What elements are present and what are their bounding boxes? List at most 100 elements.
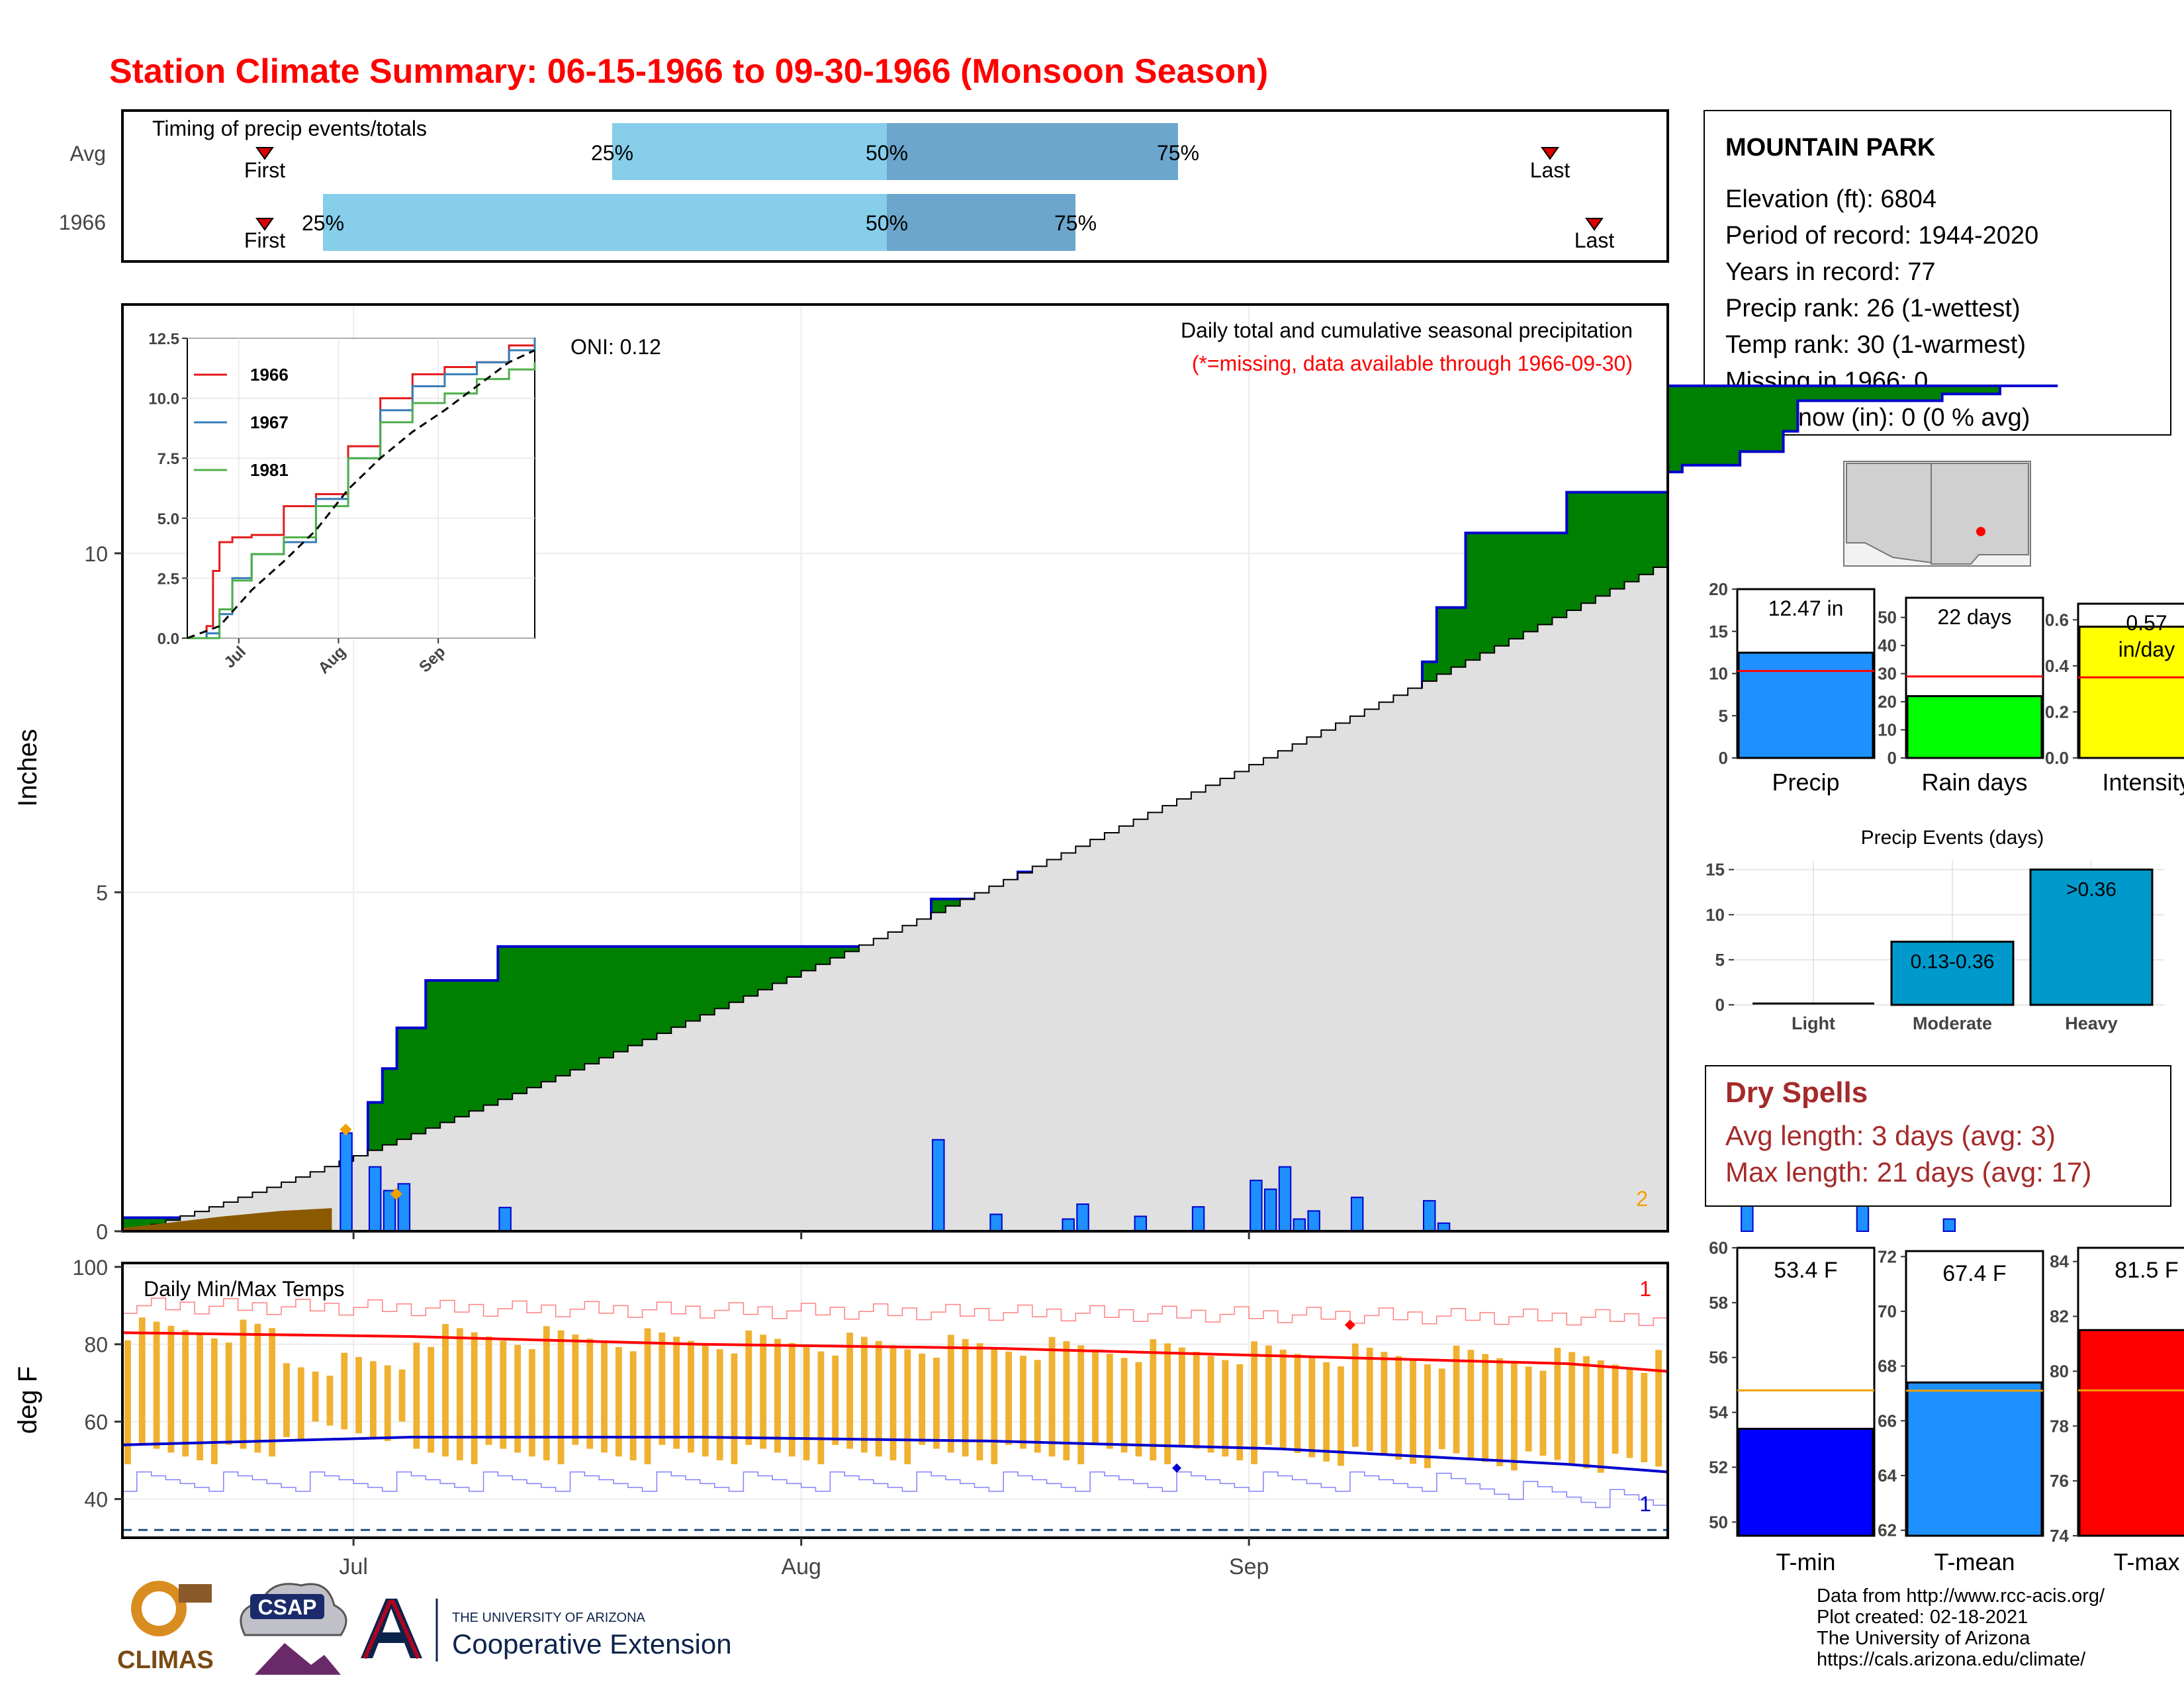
daily-temp-bar	[803, 1347, 810, 1461]
daily-temp-bar	[976, 1343, 983, 1461]
temp-summary-ytick-label: 66	[1878, 1411, 1897, 1430]
daily-temp-bar	[1150, 1339, 1157, 1461]
daily-temp-bar	[485, 1336, 492, 1445]
temperature-summary-bars: 50 52 54 56 58 60 53.4 F T-min 62 64 66 68 70 72 67.4 …	[1709, 1238, 2184, 1575]
dry-spells-max: Max length: 21 days (avg: 17)	[1725, 1156, 2091, 1188]
summary-bar-panels: 0 5 10 15 20 12.47 in Precip 0 10 20 30 40 50 22 days…	[1709, 579, 2184, 796]
daily-temp-bar	[1525, 1366, 1532, 1452]
daily-temp-bar	[601, 1342, 608, 1453]
summary-ytick-label: 40	[1878, 635, 1897, 655]
station-location-marker	[1976, 527, 1985, 536]
timing-avg-q25: 25%	[591, 141, 633, 165]
timing-avg-q2-bar	[887, 123, 1178, 180]
summary-ytick-label: 0	[1888, 748, 1897, 768]
timing-avg-q75: 75%	[1157, 141, 1199, 165]
station-name: MOUNTAIN PARK	[1725, 134, 1936, 162]
record-low-marker	[1172, 1463, 1182, 1473]
daily-precip-bar	[1250, 1180, 1263, 1232]
events-bar-label: >0.36	[2066, 879, 2116, 901]
daily-temp-bar	[254, 1323, 261, 1453]
avg_min-line	[122, 1436, 1668, 1474]
daily-temp-bar	[774, 1338, 781, 1453]
daily-precip-bar	[989, 1213, 1003, 1232]
timing-panel: Timing of precip events/totals Avg 1966 …	[59, 109, 1669, 263]
daily-temp-bar	[1092, 1349, 1099, 1445]
temp-summary-ytick-label: 64	[1878, 1466, 1897, 1485]
daily-temp-bar	[1569, 1352, 1576, 1464]
daily-precip-bar	[1307, 1210, 1320, 1232]
daily-temp-bar	[1308, 1358, 1316, 1458]
main-ytick-label: 10	[84, 542, 108, 566]
daily-temp-bar	[1597, 1360, 1604, 1473]
summary-ytick-label: 5	[1719, 706, 1728, 726]
daily-temp-bar	[240, 1319, 247, 1449]
daily-temp-bar	[1019, 1356, 1026, 1449]
daily-temp-bar	[557, 1330, 565, 1464]
main-oni: ONI: 0.12	[570, 335, 661, 359]
daily-temp-bar	[1294, 1354, 1301, 1453]
daily-temp-bar	[428, 1346, 435, 1453]
daily-precip-bar	[1942, 1218, 1956, 1232]
daily-temp-bar	[1207, 1356, 1214, 1453]
record-max-line	[122, 1297, 1668, 1327]
daily-temp-bar	[1323, 1362, 1330, 1462]
temp-ytick-label: 60	[84, 1411, 108, 1434]
inset-ytick-label: 0.0	[158, 630, 179, 648]
footer-line-data: Data from http://www.rcc-acis.org/	[1817, 1585, 2105, 1607]
normal-precip-area	[122, 560, 1668, 1232]
daily-temp-bar	[1164, 1343, 1171, 1464]
daily-temp-bar	[760, 1335, 767, 1449]
daily-temp-bar	[1395, 1356, 1402, 1460]
temp-summary-label: T-mean	[1934, 1548, 2015, 1575]
inset-legend-label: 1966	[250, 365, 289, 385]
summary-ytick-label: 20	[1709, 579, 1728, 599]
daily-temp-bar	[919, 1353, 926, 1445]
logo-csap: CSAP	[240, 1583, 347, 1675]
events-bar-label: 0.13-0.36	[1911, 951, 1995, 973]
timing-1966-first-marker	[255, 218, 274, 231]
precip-events-chart: Precip Events (days) 0 5 10 15 Light 0.13-0.3…	[1706, 827, 2164, 1033]
daily-precip-bar	[1350, 1196, 1364, 1232]
temp-summary-label: T-max	[2113, 1548, 2179, 1575]
inset-series-line	[187, 362, 536, 639]
dry-spells-box: Dry Spells Avg length: 3 days (avg: 3) M…	[1705, 1065, 2171, 1207]
summary-ytick-label: 20	[1878, 692, 1897, 712]
summary-ytick-label: 50	[1878, 608, 1897, 628]
dry-spells-title: Dry Spells	[1725, 1076, 1868, 1109]
inset-ytick-label: 2.5	[158, 570, 179, 588]
daily-temp-bar	[197, 1334, 203, 1461]
daily-temp-bar	[1279, 1349, 1287, 1449]
daily-temp-bar	[1048, 1336, 1056, 1457]
inset-ytick-label: 5.0	[158, 510, 179, 528]
summary-ytick-label: 10	[1878, 720, 1897, 740]
temp-summary-ytick-label: 78	[2050, 1416, 2069, 1436]
timing-1966-last-label: Last	[1574, 228, 1615, 252]
temp-summary-ytick-label: 68	[1878, 1356, 1897, 1376]
daily-temp-bar	[1641, 1373, 1648, 1463]
temp-summary-label: T-min	[1776, 1548, 1836, 1575]
daily-temp-bar	[615, 1346, 622, 1457]
temp-summary-bar-t-max	[2078, 1329, 2184, 1537]
daily-temp-bar	[182, 1330, 189, 1457]
daily-temp-bar	[702, 1344, 709, 1457]
summary-label: Rain days	[1921, 769, 2027, 796]
main-ytick-label: 5	[96, 881, 108, 905]
logo-climas: CLIMAS	[117, 1581, 214, 1674]
daily-temp-bar	[1482, 1354, 1489, 1462]
temp-summary-ytick-label: 50	[1709, 1512, 1728, 1532]
daily-temp-bar	[572, 1335, 579, 1445]
daily-temp-bar	[1179, 1347, 1185, 1445]
timing-1966-q50: 50%	[866, 211, 908, 235]
daily-temp-bar	[1366, 1347, 1373, 1452]
footer-line-university: The University of Arizona	[1817, 1628, 2030, 1649]
daily-temp-bar	[1626, 1368, 1633, 1458]
events-category-label: Heavy	[2065, 1013, 2118, 1033]
daily-temp-bar	[543, 1326, 550, 1461]
daily-temp-bar	[860, 1336, 868, 1453]
summary-ytick-label: 15	[1709, 622, 1728, 641]
temp-summary-value: 81.5 F	[2115, 1258, 2178, 1283]
summary-label: Precip	[1772, 769, 1839, 796]
temp-summary-ytick-label: 72	[1878, 1246, 1897, 1266]
daily-temp-bar	[369, 1361, 377, 1438]
